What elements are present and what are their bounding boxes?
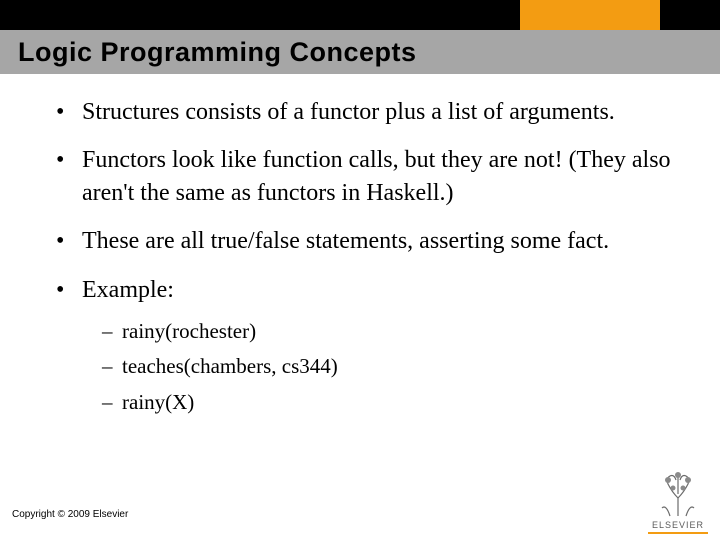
bullet-text: Structures consists of a functor plus a …	[82, 99, 615, 125]
sub-bullet-list: rainy(rochester) teaches(chambers, cs344…	[102, 316, 680, 419]
elsevier-logo-text: ELSEVIER	[652, 520, 704, 530]
elsevier-tree-icon	[654, 470, 702, 518]
top-black-bar	[0, 0, 720, 30]
bullet-text: These are all true/false statements, ass…	[82, 228, 609, 254]
bullet-text: Functors look like function calls, but t…	[82, 147, 671, 205]
main-bullet-list: Structures consists of a functor plus a …	[56, 96, 680, 418]
elsevier-logo: ELSEVIER	[648, 470, 708, 534]
bullet-text: Example:	[82, 277, 174, 303]
bullet-item: Structures consists of a functor plus a …	[56, 96, 680, 128]
sub-bullet-item: rainy(rochester)	[102, 316, 680, 348]
bullet-item: These are all true/false statements, ass…	[56, 225, 680, 257]
top-orange-accent	[520, 0, 660, 30]
elsevier-logo-underline	[648, 532, 708, 534]
title-bar: Logic Programming Concepts	[0, 30, 720, 74]
slide-title: Logic Programming Concepts	[18, 37, 417, 68]
slide-content: Structures consists of a functor plus a …	[0, 74, 720, 418]
bullet-item: Example: rainy(rochester) teaches(chambe…	[56, 274, 680, 419]
sub-bullet-item: rainy(X)	[102, 387, 680, 419]
bullet-item: Functors look like function calls, but t…	[56, 144, 680, 209]
sub-bullet-item: teaches(chambers, cs344)	[102, 351, 680, 383]
copyright-text: Copyright © 2009 Elsevier	[12, 509, 128, 520]
